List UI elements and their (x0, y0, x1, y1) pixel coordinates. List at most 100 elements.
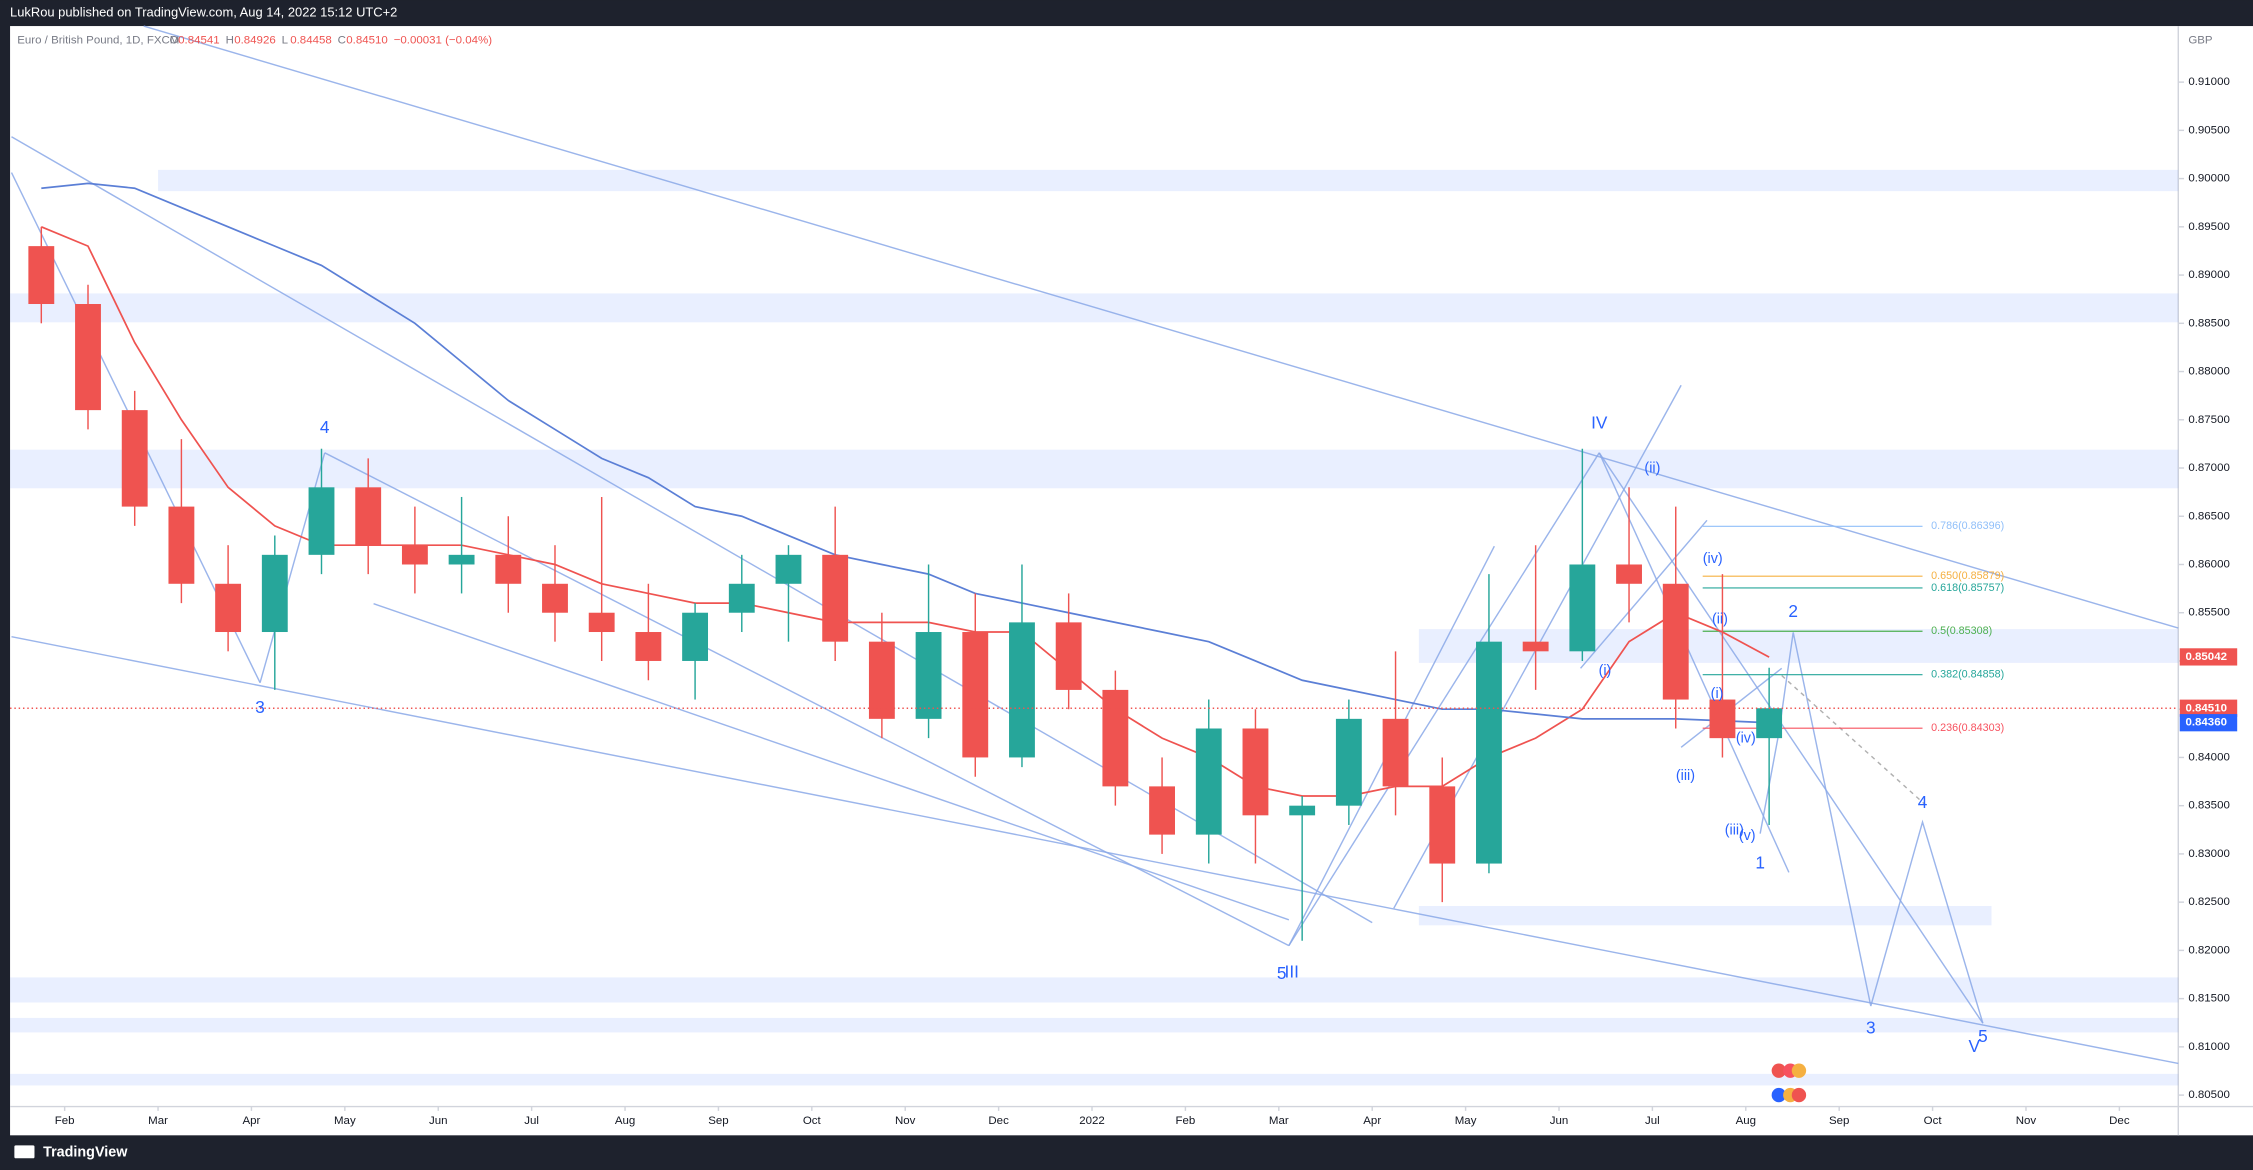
event-icon[interactable] (1791, 1087, 1807, 1103)
trend-line (1580, 519, 1708, 669)
fib-label: 0.650(0.85879) (1931, 570, 2004, 582)
y-tick-label: 0.91000 (2188, 76, 2230, 88)
candle-body (542, 583, 568, 613)
x-tick-label: Mar (148, 1115, 168, 1127)
x-tick-label: Sep (1829, 1115, 1849, 1127)
fib-label: 0.382(0.84858) (1931, 669, 2004, 681)
y-tick-label: 0.87000 (2188, 462, 2230, 474)
wave-label: (i) (1711, 686, 1724, 702)
trend-line (1598, 452, 1790, 873)
candle-body (401, 545, 428, 565)
wave-label: 3 (1866, 1018, 1876, 1038)
legend-change: −0.00031 (−0.04%) (394, 34, 493, 46)
x-tick-label: Aug (1736, 1115, 1756, 1127)
candle-body (1662, 583, 1689, 700)
legend-key: O (170, 34, 179, 46)
y-tick-label: 0.86000 (2188, 559, 2230, 571)
wave-label: 2 (1788, 601, 1798, 621)
wave-label: III (1285, 961, 1299, 981)
price-label-box (2179, 699, 2238, 717)
fib-label: 0.618(0.85757) (1931, 582, 2004, 594)
x-tick-label: Feb (1176, 1115, 1196, 1127)
fib-label: 0.786(0.86396) (1931, 520, 2004, 532)
event-icon[interactable] (1791, 1063, 1807, 1078)
projection-path (1759, 632, 1984, 1024)
y-tick-label: 0.88500 (2188, 317, 2230, 329)
x-tick-label: Dec (2109, 1115, 2130, 1127)
y-tick-label: 0.86500 (2188, 510, 2230, 522)
candle-body (775, 554, 802, 584)
candle-body (1149, 786, 1175, 835)
candle-body (1522, 641, 1549, 652)
footer-brand: TradingView (43, 1144, 128, 1160)
candle-body (1242, 728, 1269, 816)
candle-body (121, 410, 148, 507)
legend-key: L (282, 34, 288, 46)
wave-label: (v) (1739, 828, 1756, 844)
y-tick-label: 0.87500 (2188, 414, 2230, 426)
zone (10, 1017, 2179, 1033)
x-tick-label: Jul (524, 1115, 539, 1127)
wave-label: V (1968, 1036, 1980, 1056)
zone (10, 449, 2179, 489)
y-tick-label: 0.89000 (2188, 269, 2230, 281)
wave-label: (iii) (1725, 823, 1744, 839)
wave-label: 5 (1277, 963, 1287, 983)
zone (158, 169, 2179, 192)
event-icon[interactable] (1771, 1087, 1787, 1103)
candle-body (28, 246, 55, 305)
trend-line (1598, 452, 1984, 1024)
legend-value: 0.84926 (234, 34, 276, 46)
trend-line (1288, 452, 1600, 947)
x-tick-label: 2022 (1079, 1115, 1105, 1127)
y-tick-label: 0.84000 (2188, 751, 2230, 763)
wave-label: (ii) (1712, 611, 1728, 627)
y-tick-label: 0.82500 (2188, 896, 2230, 908)
y-tick-label: 0.80500 (2188, 1089, 2230, 1101)
x-tick-label: Jul (1645, 1115, 1660, 1127)
wave-label: IV (1591, 413, 1608, 433)
x-tick-label: Nov (895, 1115, 916, 1127)
candle-body (1335, 718, 1362, 806)
y-tick-label: 0.81000 (2188, 1041, 2230, 1053)
wave-label: 4 (1918, 792, 1928, 812)
y-tick-label: 0.83000 (2188, 848, 2230, 860)
candle-body (868, 641, 895, 719)
candle-body (1569, 564, 1596, 652)
logo (14, 1145, 35, 1159)
candle-body (1429, 786, 1456, 864)
legend-value: 0.84458 (290, 34, 332, 46)
wave-label: 4 (320, 417, 330, 437)
wave-label: (ii) (1644, 460, 1660, 476)
candle-body (261, 554, 288, 633)
y-tick-label: 0.85500 (2188, 607, 2230, 619)
wave-label: 1 (1755, 852, 1765, 872)
y-tick-label: 0.89500 (2188, 221, 2230, 233)
y-tick-label: 0.83500 (2188, 800, 2230, 812)
candle-body (168, 506, 195, 584)
x-tick-label: Nov (2016, 1115, 2037, 1127)
zone (10, 977, 2179, 1003)
zone (1418, 906, 1992, 926)
y-tick-label: 0.90000 (2188, 173, 2230, 185)
wave-label: (iii) (1676, 768, 1695, 784)
candle-body (495, 554, 522, 584)
candle-body (75, 304, 101, 411)
event-icon[interactable] (1771, 1063, 1787, 1078)
x-tick-label: Apr (243, 1115, 261, 1127)
currency: GBP (2188, 34, 2213, 46)
wave-label: 3 (255, 697, 265, 717)
x-tick-label: May (334, 1115, 356, 1127)
candle-body (962, 632, 989, 758)
candle-body (1289, 805, 1316, 816)
plot-background (10, 26, 2253, 1136)
trend-line (143, 25, 2179, 629)
wave-label: (iv) (1703, 551, 1723, 567)
candle-body (635, 632, 662, 661)
candle-body (1102, 689, 1129, 787)
legend-value: 0.84510 (346, 34, 388, 46)
y-tick-label: 0.81500 (2188, 993, 2230, 1005)
x-tick-label: Jun (429, 1115, 448, 1127)
candle-body (915, 632, 942, 719)
x-tick-label: Aug (615, 1115, 635, 1127)
